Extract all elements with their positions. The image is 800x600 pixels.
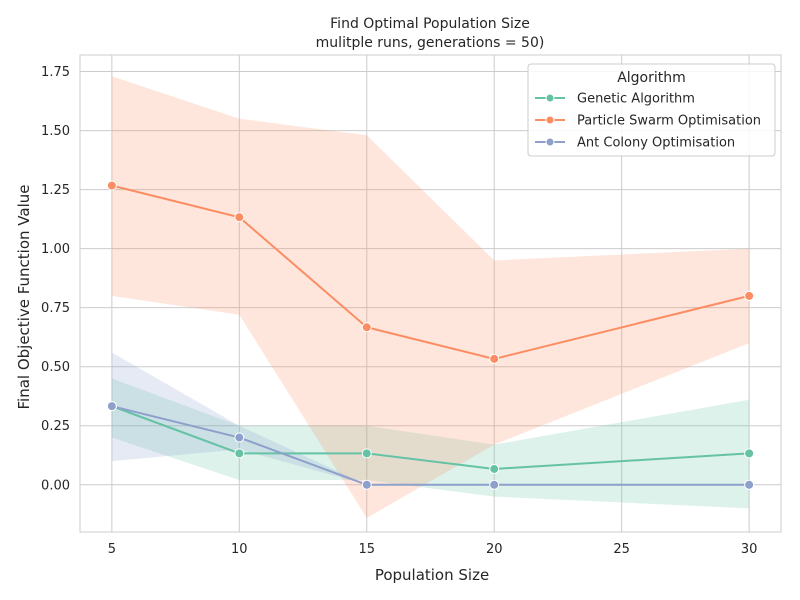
y-tick-label: 0.25 [41, 419, 70, 434]
legend-swatch-marker [545, 93, 555, 103]
y-tick-label: 0.75 [41, 301, 70, 316]
data-point [744, 448, 755, 459]
legend-label: Genetic Algorithm [577, 92, 695, 107]
y-axis-label: Final Objective Function Value [15, 185, 33, 410]
y-tick-labels: 0.00 0.25 0.50 0.75 1.00 1.25 1.50 1.75 [41, 65, 70, 493]
legend-swatch-marker [545, 115, 555, 125]
data-point [361, 448, 372, 459]
y-tick-label: 1.25 [41, 183, 70, 198]
legend-label: Particle Swarm Optimisation [577, 114, 761, 129]
data-point [744, 479, 755, 490]
x-tick-label: 20 [486, 542, 503, 557]
data-point [361, 322, 372, 333]
ci-band [111, 76, 750, 518]
x-tick-label: 15 [358, 542, 375, 557]
data-point [744, 290, 755, 301]
data-point [489, 463, 500, 474]
y-tick-label: 0.00 [41, 478, 70, 493]
chart-title-line1: Find Optimal Population Size [330, 16, 530, 32]
data-point [234, 212, 245, 223]
y-tick-label: 0.50 [41, 360, 70, 375]
x-tick-label: 30 [741, 542, 758, 557]
series-markers [106, 180, 755, 490]
legend-swatch-marker [545, 137, 555, 147]
x-axis-label: Population Size [375, 566, 489, 584]
y-tick-label: 1.75 [41, 65, 70, 80]
x-tick-label: 10 [231, 542, 248, 557]
x-tick-label: 25 [613, 542, 630, 557]
data-point [234, 432, 245, 443]
x-tick-label: 5 [108, 542, 116, 557]
data-point [106, 401, 117, 412]
confidence-bands [111, 76, 750, 518]
data-point [489, 479, 500, 490]
ci-band [111, 378, 750, 509]
plot-frame [79, 54, 782, 533]
data-point [234, 448, 245, 459]
data-point [361, 479, 372, 490]
x-tick-labels: 5 10 15 20 25 30 [108, 542, 758, 557]
data-point [489, 353, 500, 364]
legend-box [527, 63, 776, 157]
y-tick-label: 1.50 [41, 124, 70, 139]
chart-title-line2: mulitple runs, generations = 50) [316, 35, 545, 51]
data-point [106, 180, 117, 191]
ci-band [111, 352, 750, 485]
legend: Algorithm Genetic Algorithm Particle Swarm… [527, 63, 776, 157]
legend-title: Algorithm [617, 70, 686, 86]
legend-label: Ant Colony Optimisation [577, 136, 735, 151]
y-tick-label: 1.00 [41, 242, 70, 257]
